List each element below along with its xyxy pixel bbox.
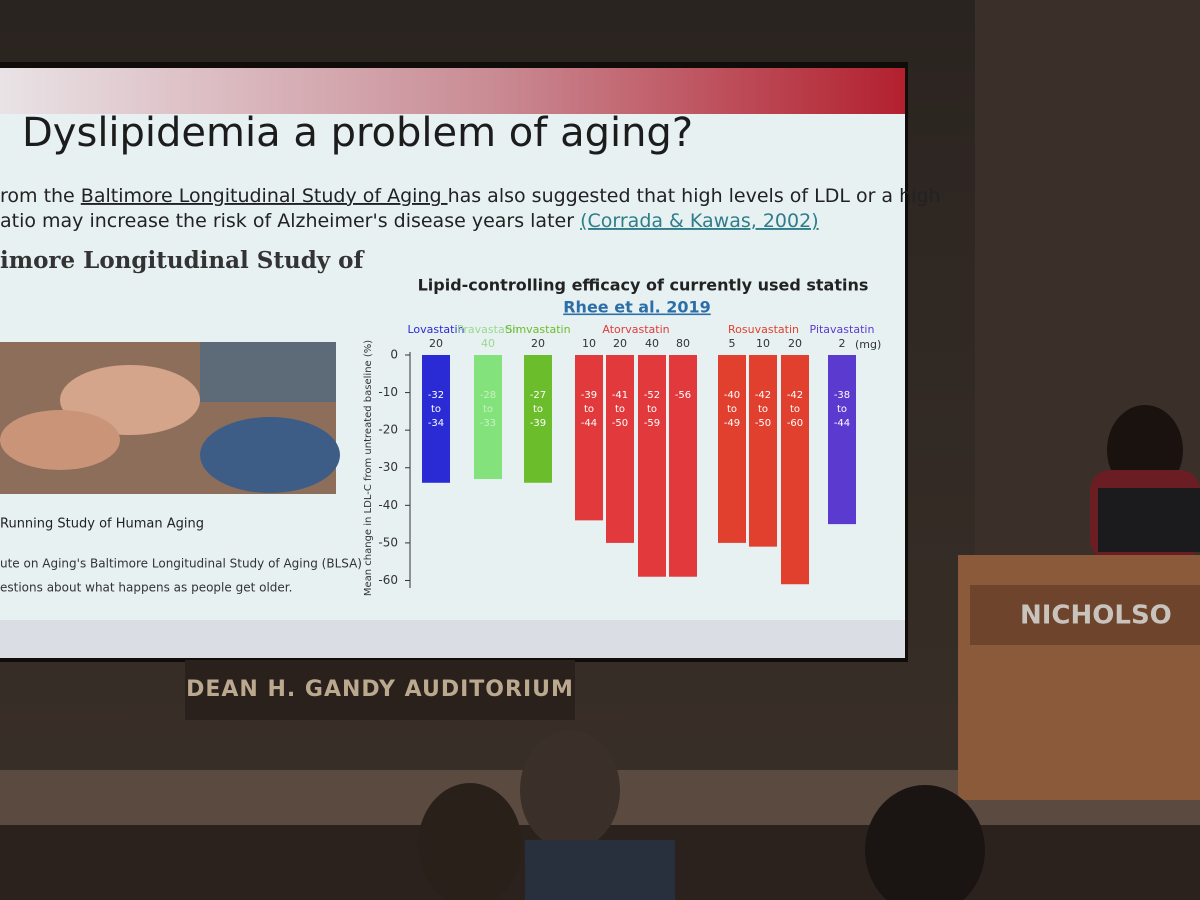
bar-label: -34 <box>428 418 444 429</box>
bar-label: -28 <box>480 390 496 401</box>
group-label: Lovastatin <box>407 323 464 336</box>
bar <box>575 355 603 521</box>
bar-label: -42 <box>755 390 771 401</box>
group-label: Pravastatin <box>457 323 519 336</box>
body-part: has also suggested that high levels of L… <box>448 185 941 207</box>
bar <box>524 355 552 483</box>
bar-label: -27 <box>530 390 546 401</box>
bar-label: -52 <box>644 390 660 401</box>
dose-label: 40 <box>481 337 495 350</box>
bar-label: -39 <box>581 390 597 401</box>
bar-label: -56 <box>675 390 691 401</box>
y-tick-label: -20 <box>378 423 398 437</box>
dose-label: 5 <box>729 337 736 350</box>
bar <box>669 355 697 577</box>
bar-label: -50 <box>755 418 771 429</box>
photo-bg <box>200 342 336 402</box>
y-tick-label: -40 <box>378 498 398 512</box>
bar-label: -42 <box>787 390 803 401</box>
y-tick-label: -10 <box>378 385 398 399</box>
caption-title: Running Study of Human Aging <box>0 517 204 532</box>
slide-footer <box>0 620 905 658</box>
slide-band <box>0 68 905 114</box>
body-text: rom the Baltimore Longitudinal Study of … <box>0 185 941 207</box>
bar-label: -38 <box>834 390 850 401</box>
photo-sleeve <box>200 417 340 493</box>
caption-line: estions about what happens as people get… <box>0 581 292 595</box>
body-link: Baltimore Longitudinal Study of Aging <box>81 185 448 207</box>
group-label: Rosuvastatin <box>728 323 799 336</box>
group-label: Simvastatin <box>505 323 570 336</box>
bar-label: -49 <box>724 418 740 429</box>
dose-label: 10 <box>582 337 596 350</box>
dose-label: 2 <box>839 337 846 350</box>
bar-label: -50 <box>612 418 628 429</box>
dose-label: 20 <box>531 337 545 350</box>
podium-sign: NICHOLSO <box>1020 601 1172 631</box>
bar <box>474 355 502 480</box>
audience-head <box>418 783 522 900</box>
bar-label: to <box>758 404 768 415</box>
bar-label: -60 <box>787 418 803 429</box>
bar <box>422 355 450 483</box>
body-part: rom the <box>0 185 81 207</box>
slide-title: Dyslipidemia a problem of aging? <box>22 110 693 156</box>
chart: Lipid-controlling efficacy of currently … <box>363 276 881 597</box>
bar-label: to <box>584 404 594 415</box>
bar-label: to <box>431 404 441 415</box>
y-tick-label: 0 <box>390 348 398 362</box>
bar-label: to <box>615 404 625 415</box>
chart-title: Lipid-controlling efficacy of currently … <box>418 276 869 295</box>
bar-label: -44 <box>834 418 850 429</box>
chart-subtitle: Rhee et al. 2019 <box>563 298 711 317</box>
group-label: Atorvastatin <box>602 323 669 336</box>
dose-label: 20 <box>788 337 802 350</box>
bar <box>718 355 746 543</box>
bar-label: -33 <box>480 418 496 429</box>
bar-label: to <box>790 404 800 415</box>
bar-label: -44 <box>581 418 597 429</box>
body-text: atio may increase the risk of Alzheimer'… <box>0 210 819 232</box>
bar <box>749 355 777 547</box>
bar-label: to <box>727 404 737 415</box>
bar-label: -59 <box>644 418 660 429</box>
bar-label: to <box>483 404 493 415</box>
dose-unit: (mg) <box>855 338 881 351</box>
photo-hand <box>0 410 120 470</box>
image-heading: imore Longitudinal Study of <box>0 247 366 274</box>
dose-label: 10 <box>756 337 770 350</box>
citation-link: (Corrada & Kawas, 2002) <box>580 210 819 232</box>
podium-panel <box>970 585 1200 645</box>
bar <box>828 355 856 525</box>
bar <box>781 355 809 585</box>
bar-label: to <box>837 404 847 415</box>
auditorium-sign: DEAN H. GANDY AUDITORIUM <box>186 677 574 702</box>
bar <box>638 355 666 577</box>
dose-label: 40 <box>645 337 659 350</box>
caption-line: ute on Aging's Baltimore Longitudinal St… <box>0 557 362 571</box>
y-tick-label: -50 <box>378 535 398 549</box>
dose-label: 20 <box>613 337 627 350</box>
sign-board <box>185 660 575 720</box>
group-label: Pitavastatin <box>810 323 875 336</box>
body-part: atio may increase the risk of Alzheimer'… <box>0 210 580 232</box>
bar-label: -40 <box>724 390 740 401</box>
dose-label: 20 <box>429 337 443 350</box>
dose-label: 80 <box>676 337 690 350</box>
audience-body <box>525 840 675 900</box>
bar-label: to <box>647 404 657 415</box>
y-tick-label: -30 <box>378 460 398 474</box>
bar <box>606 355 634 543</box>
bar-label: -39 <box>530 418 546 429</box>
audience-head <box>520 730 620 850</box>
bar-label: to <box>533 404 543 415</box>
bar-label: -41 <box>612 390 628 401</box>
bar-label: -32 <box>428 390 444 401</box>
audience-head <box>865 785 985 900</box>
y-tick-label: -60 <box>378 573 398 587</box>
laptop <box>1098 488 1200 552</box>
y-axis-label: Mean change in LDL-C from untreated base… <box>363 340 374 596</box>
